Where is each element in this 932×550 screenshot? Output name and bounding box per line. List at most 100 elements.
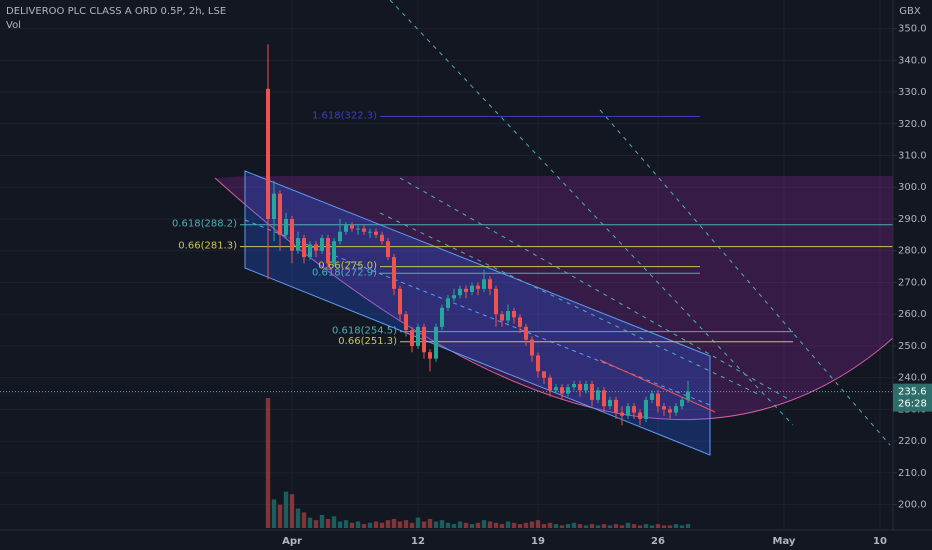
candle-body xyxy=(493,288,498,315)
candle-body xyxy=(607,399,612,407)
volume-bar xyxy=(277,504,283,528)
volume-bar xyxy=(541,524,547,528)
volume-bar xyxy=(391,518,397,528)
volume-bar xyxy=(337,521,343,528)
y-tick-label: 200.0 xyxy=(898,500,927,511)
volume-bar xyxy=(271,499,277,528)
candle-body xyxy=(583,384,588,391)
volume-bar xyxy=(607,525,613,528)
trend-line xyxy=(379,212,761,396)
fib-label: 0.66(275.0) xyxy=(318,261,377,272)
y-tick-label: 260.0 xyxy=(898,309,927,320)
volume-bar xyxy=(415,517,421,528)
candle-body xyxy=(440,307,445,327)
candle-body xyxy=(577,384,582,391)
volume-bar xyxy=(499,524,505,528)
y-tick-label: 300.0 xyxy=(898,182,927,193)
fib-levels: 1.618(322.3) 0.618(288.2) 0.66(281.3) 0.66(… xyxy=(172,110,893,347)
volume-bar xyxy=(601,524,607,528)
candle-body xyxy=(553,387,558,391)
candle-body xyxy=(685,391,690,400)
candle-body xyxy=(404,314,409,331)
candle-body xyxy=(302,238,307,258)
volume-bar xyxy=(463,522,469,528)
trend-line xyxy=(599,109,891,446)
volume-bar xyxy=(529,521,535,528)
volume-bar xyxy=(673,524,679,528)
volume-pane xyxy=(265,398,691,528)
candle-body xyxy=(356,228,361,230)
x-tick-label: 26 xyxy=(651,536,665,547)
candle-body xyxy=(499,314,504,321)
volume-bar xyxy=(511,522,517,528)
candle-body xyxy=(326,238,331,264)
volume-bar xyxy=(301,512,307,528)
candle-body xyxy=(392,257,397,289)
cup-arc xyxy=(214,177,894,421)
volume-bar xyxy=(487,521,493,528)
candle-body xyxy=(308,244,313,258)
volume-bar xyxy=(631,524,637,528)
candle-body xyxy=(481,279,486,289)
candle-body xyxy=(475,285,480,289)
volume-bar xyxy=(349,522,355,528)
volume-bar xyxy=(427,518,433,528)
y-tick-label: 220.0 xyxy=(898,436,927,447)
volume-bar xyxy=(493,522,499,528)
volume-bar xyxy=(451,524,457,528)
price-axis xyxy=(893,0,932,550)
candle-body xyxy=(290,218,295,251)
candle-body xyxy=(314,244,319,251)
candle-body xyxy=(565,387,570,394)
volume-bar xyxy=(283,491,289,528)
candle-body xyxy=(655,393,660,407)
volume-bar xyxy=(523,522,529,528)
y-tick-label: 310.0 xyxy=(898,151,927,162)
volume-bar xyxy=(409,522,415,528)
x-tick-label: 12 xyxy=(411,536,425,547)
cup-region xyxy=(215,176,893,420)
last-price-label: 235.6 xyxy=(898,387,927,398)
volume-bar xyxy=(433,521,439,528)
fib-label: 0.618(288.2) xyxy=(172,219,237,230)
y-tick-label: 340.0 xyxy=(898,55,927,66)
candle-body xyxy=(380,234,385,242)
axes: 200.0210.0220.0230.0240.0250.0260.0270.0… xyxy=(0,24,932,547)
volume-bar xyxy=(589,524,595,528)
candle-body xyxy=(487,279,492,289)
fib-label: 0.66(251.3) xyxy=(338,336,397,347)
volume-bar xyxy=(553,524,559,528)
volume-bar xyxy=(295,508,301,528)
candle-body xyxy=(374,231,379,235)
y-tick-label: 330.0 xyxy=(898,87,927,98)
candle-body xyxy=(649,393,654,400)
y-tick-label: 210.0 xyxy=(898,468,927,479)
candle-body xyxy=(625,406,630,416)
x-tick-label: 19 xyxy=(531,536,545,547)
candle-body xyxy=(679,399,684,407)
volume-bar xyxy=(289,494,295,528)
volume-bar xyxy=(613,524,619,528)
candle-body xyxy=(278,193,283,235)
candle-body xyxy=(362,228,367,232)
volume-bar xyxy=(439,520,445,528)
trend-line xyxy=(389,0,794,426)
candle-body xyxy=(338,231,343,242)
candle-body xyxy=(434,326,439,359)
volume-bar xyxy=(367,522,373,528)
candle-body xyxy=(601,390,606,407)
volume-bar xyxy=(313,520,319,528)
y-tick-label: 280.0 xyxy=(898,246,927,257)
candle-body xyxy=(547,377,552,391)
last-price-box xyxy=(893,383,932,412)
volume-bar xyxy=(469,524,475,528)
y-tick-label: 320.0 xyxy=(898,119,927,130)
volume-bar xyxy=(595,525,601,528)
volume-bar xyxy=(559,525,565,528)
volume-label: Vol xyxy=(6,20,21,31)
volume-bar xyxy=(571,522,577,528)
candle-body xyxy=(266,88,271,219)
candle-body xyxy=(284,218,289,235)
candle-body xyxy=(463,288,468,292)
